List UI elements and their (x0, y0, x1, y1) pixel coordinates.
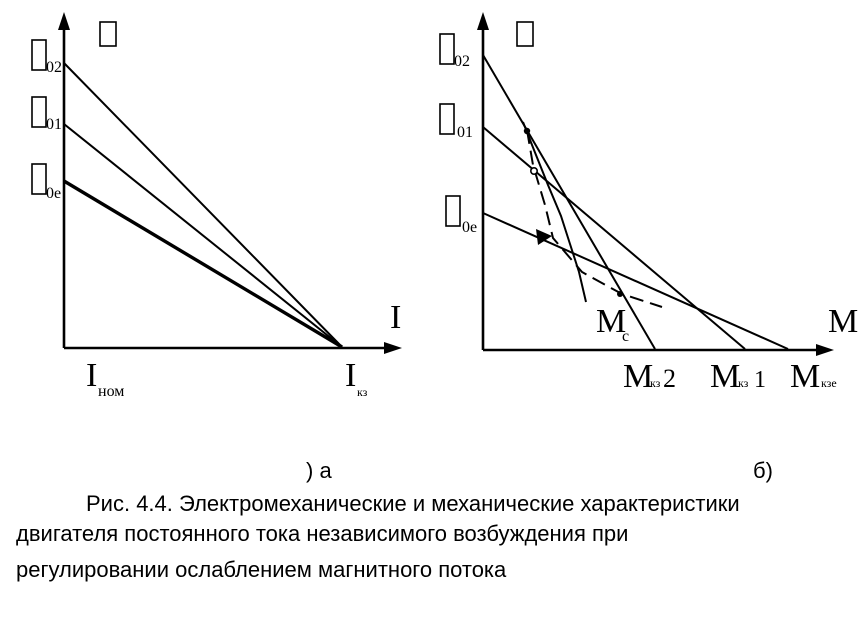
right-x-marker-mkz1-sub: кз (738, 376, 749, 390)
right-point-01 (529, 167, 538, 176)
caption-line-2: двигателя постоянного тока независимого … (16, 521, 629, 546)
right-y-marker-0e-glyph (445, 195, 461, 227)
left-x-marker-ikz: I (345, 357, 356, 394)
left-x-axis-arrow (384, 342, 402, 354)
right-x-marker-mkz1: M (710, 358, 740, 395)
left-y-marker-01-glyph (31, 96, 47, 128)
right-load-marker-label: M (596, 303, 626, 340)
right-y-marker-01-glyph (439, 103, 455, 135)
right-y-marker-01-sub: 01 (457, 124, 473, 141)
left-line-02 (63, 62, 343, 348)
left-x-marker-inom: I (86, 357, 97, 394)
left-x-marker-inom-sub: ном (98, 383, 124, 400)
right-x-marker-mkze: M (790, 358, 820, 395)
right-operating-curve-dashed (526, 129, 663, 308)
right-point-mc (617, 291, 623, 297)
characteristics-figure: 02 01 0e I I ном I кз 0 (31, 12, 858, 400)
caption-line-3: регулировании ослаблением магнитного пот… (16, 557, 507, 582)
right-line-01 (482, 126, 746, 350)
right-x-axis-arrow (816, 344, 834, 356)
left-x-axis-label: I (390, 299, 401, 336)
right-load-curve (522, 121, 587, 303)
left-y-marker-02-sub: 02 (46, 59, 62, 76)
left-y-axis-symbol-glyph (99, 21, 117, 47)
right-x-marker-mkze-sub: кзе (821, 376, 837, 390)
right-panel: 02 01 0е M c M M кз 2 M кз 1 M кзе (439, 12, 858, 395)
left-line-01 (63, 123, 343, 348)
right-x-axis-label: M (828, 303, 858, 340)
right-x-marker-mkz2-sub: кз (650, 376, 661, 390)
right-y-marker-02-sub: 02 (454, 53, 470, 70)
left-y-axis-arrow (58, 12, 70, 30)
right-x-marker-mkz2: M (623, 358, 653, 395)
panel-label-a: ) а (306, 458, 332, 483)
right-line-0e (482, 212, 789, 350)
right-y-axis-arrow (477, 12, 489, 30)
left-panel: 02 01 0e I I ном I кз (31, 12, 402, 400)
left-y-marker-0e-sub: 0e (46, 185, 61, 202)
left-line-0e (63, 179, 343, 349)
right-x-marker-mkz1-suffix: 1 (754, 367, 766, 393)
caption-line-1: Рис. 4.4. Электромеханические и механиче… (86, 491, 740, 516)
left-y-marker-0e-glyph (31, 163, 47, 195)
right-y-axis-symbol-glyph (516, 21, 534, 47)
right-point-0e (536, 229, 552, 245)
right-load-marker-sub: c (622, 328, 629, 345)
right-point-02 (523, 127, 531, 135)
panel-label-b: б) (753, 458, 773, 483)
right-y-marker-0e-sub: 0е (462, 219, 477, 236)
right-line-02 (482, 54, 656, 350)
right-y-marker-02-glyph (439, 33, 455, 65)
left-y-marker-02-glyph (31, 39, 47, 71)
left-y-marker-01-sub: 01 (46, 116, 62, 133)
right-x-marker-mkz2-suffix: 2 (663, 364, 676, 393)
left-x-marker-ikz-sub: кз (357, 385, 368, 399)
